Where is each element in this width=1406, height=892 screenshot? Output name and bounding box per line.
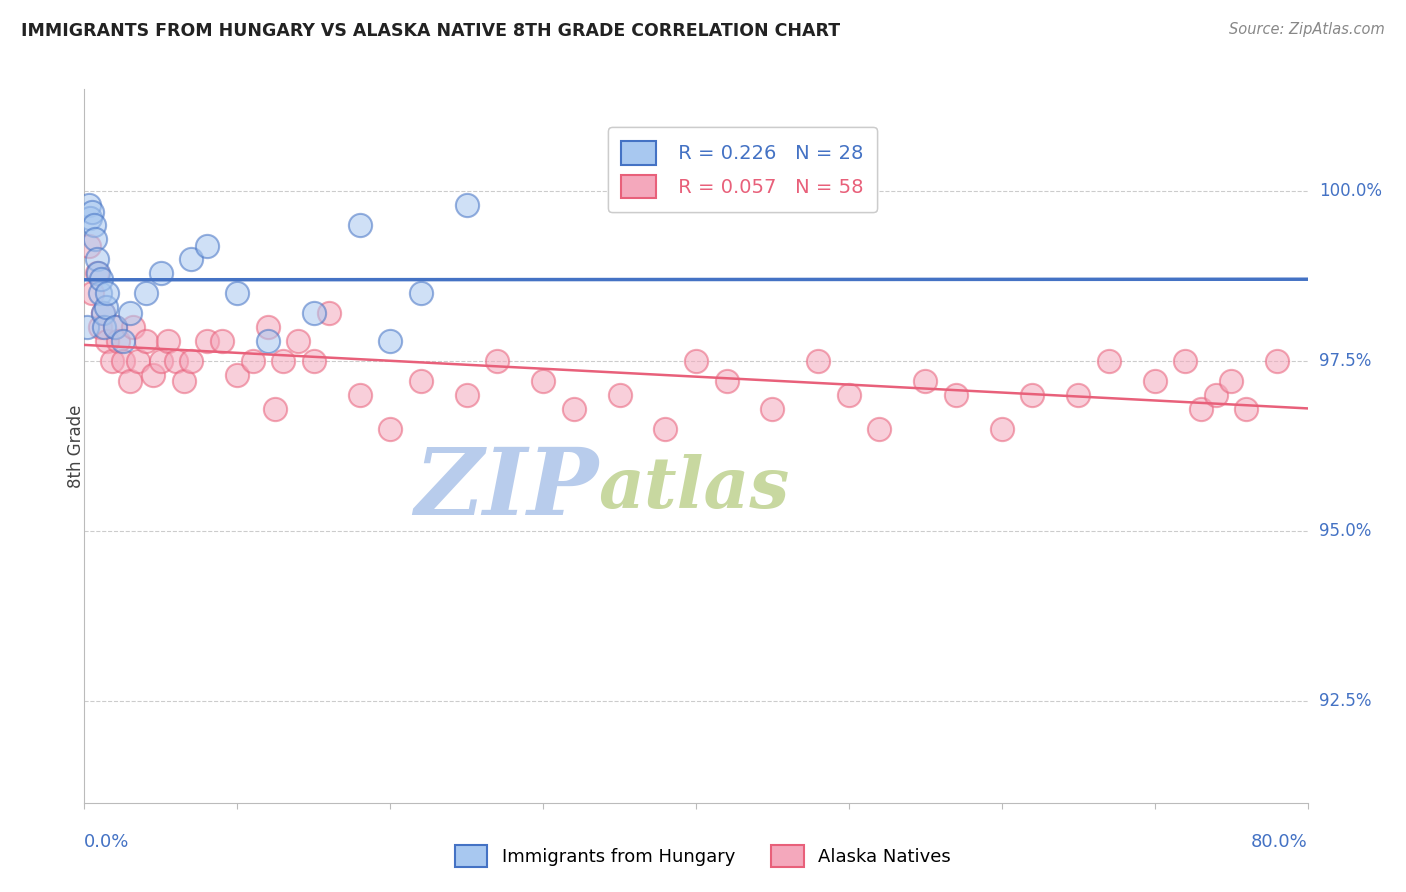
Point xyxy=(89,286,111,301)
Point xyxy=(122,320,145,334)
Text: 0.0%: 0.0% xyxy=(84,833,129,851)
Point xyxy=(149,354,172,368)
Point xyxy=(242,354,264,368)
Point xyxy=(111,334,134,348)
Point xyxy=(91,306,114,320)
Point xyxy=(486,354,509,368)
Point xyxy=(107,334,129,348)
Point xyxy=(838,388,860,402)
Text: Source: ZipAtlas.com: Source: ZipAtlas.com xyxy=(1229,22,1385,37)
Point xyxy=(562,401,585,416)
Legend:  R = 0.226   N = 28,  R = 0.057   N = 58: R = 0.226 N = 28, R = 0.057 N = 58 xyxy=(607,128,877,212)
Point xyxy=(456,198,478,212)
Point xyxy=(1098,354,1121,368)
Point xyxy=(349,218,371,232)
Point xyxy=(135,334,157,348)
Point xyxy=(76,320,98,334)
Point xyxy=(104,320,127,334)
Point xyxy=(226,286,249,301)
Point xyxy=(79,211,101,226)
Point xyxy=(195,238,218,252)
Y-axis label: 8th Grade: 8th Grade xyxy=(67,404,84,488)
Point xyxy=(87,266,110,280)
Point xyxy=(195,334,218,348)
Legend: Immigrants from Hungary, Alaska Natives: Immigrants from Hungary, Alaska Natives xyxy=(447,838,959,874)
Point xyxy=(77,238,100,252)
Point xyxy=(135,286,157,301)
Text: 97.5%: 97.5% xyxy=(1319,352,1371,370)
Point xyxy=(264,401,287,416)
Text: 92.5%: 92.5% xyxy=(1319,692,1371,710)
Point xyxy=(1220,375,1243,389)
Point xyxy=(1143,375,1166,389)
Point xyxy=(91,306,114,320)
Point xyxy=(349,388,371,402)
Point xyxy=(257,320,280,334)
Point xyxy=(1021,388,1043,402)
Point xyxy=(101,354,124,368)
Point xyxy=(380,422,402,436)
Point xyxy=(90,272,112,286)
Point xyxy=(531,375,554,389)
Point xyxy=(180,252,202,266)
Point xyxy=(716,375,738,389)
Point xyxy=(173,375,195,389)
Point xyxy=(761,401,783,416)
Point xyxy=(211,334,233,348)
Point xyxy=(104,320,127,334)
Point xyxy=(111,354,134,368)
Point xyxy=(869,422,891,436)
Point xyxy=(654,422,676,436)
Point xyxy=(271,354,294,368)
Point xyxy=(302,354,325,368)
Point xyxy=(409,286,432,301)
Point xyxy=(120,306,142,320)
Point xyxy=(96,334,118,348)
Point xyxy=(165,354,187,368)
Point xyxy=(89,320,111,334)
Point xyxy=(96,286,118,301)
Text: IMMIGRANTS FROM HUNGARY VS ALASKA NATIVE 8TH GRADE CORRELATION CHART: IMMIGRANTS FROM HUNGARY VS ALASKA NATIVE… xyxy=(21,22,841,40)
Point xyxy=(456,388,478,402)
Point xyxy=(1189,401,1212,416)
Point xyxy=(226,368,249,382)
Point xyxy=(257,334,280,348)
Text: 95.0%: 95.0% xyxy=(1319,522,1371,540)
Text: 80.0%: 80.0% xyxy=(1251,833,1308,851)
Point xyxy=(287,334,309,348)
Point xyxy=(80,204,103,219)
Point xyxy=(914,375,936,389)
Point xyxy=(120,375,142,389)
Point xyxy=(86,252,108,266)
Point xyxy=(1234,401,1257,416)
Point xyxy=(302,306,325,320)
Point xyxy=(1067,388,1090,402)
Point xyxy=(180,354,202,368)
Point xyxy=(380,334,402,348)
Point xyxy=(609,388,631,402)
Point xyxy=(1174,354,1197,368)
Point xyxy=(142,368,165,382)
Text: atlas: atlas xyxy=(598,454,789,524)
Point xyxy=(86,266,108,280)
Point xyxy=(807,354,830,368)
Point xyxy=(157,334,180,348)
Point xyxy=(83,218,105,232)
Point xyxy=(77,198,100,212)
Text: ZIP: ZIP xyxy=(413,444,598,533)
Point xyxy=(1205,388,1227,402)
Point xyxy=(94,300,117,314)
Point xyxy=(149,266,172,280)
Point xyxy=(1265,354,1288,368)
Point xyxy=(127,354,149,368)
Point xyxy=(409,375,432,389)
Point xyxy=(93,320,115,334)
Point xyxy=(990,422,1012,436)
Point xyxy=(945,388,967,402)
Point xyxy=(84,232,107,246)
Point xyxy=(318,306,340,320)
Point xyxy=(80,286,103,301)
Text: 100.0%: 100.0% xyxy=(1319,182,1382,200)
Point xyxy=(685,354,707,368)
